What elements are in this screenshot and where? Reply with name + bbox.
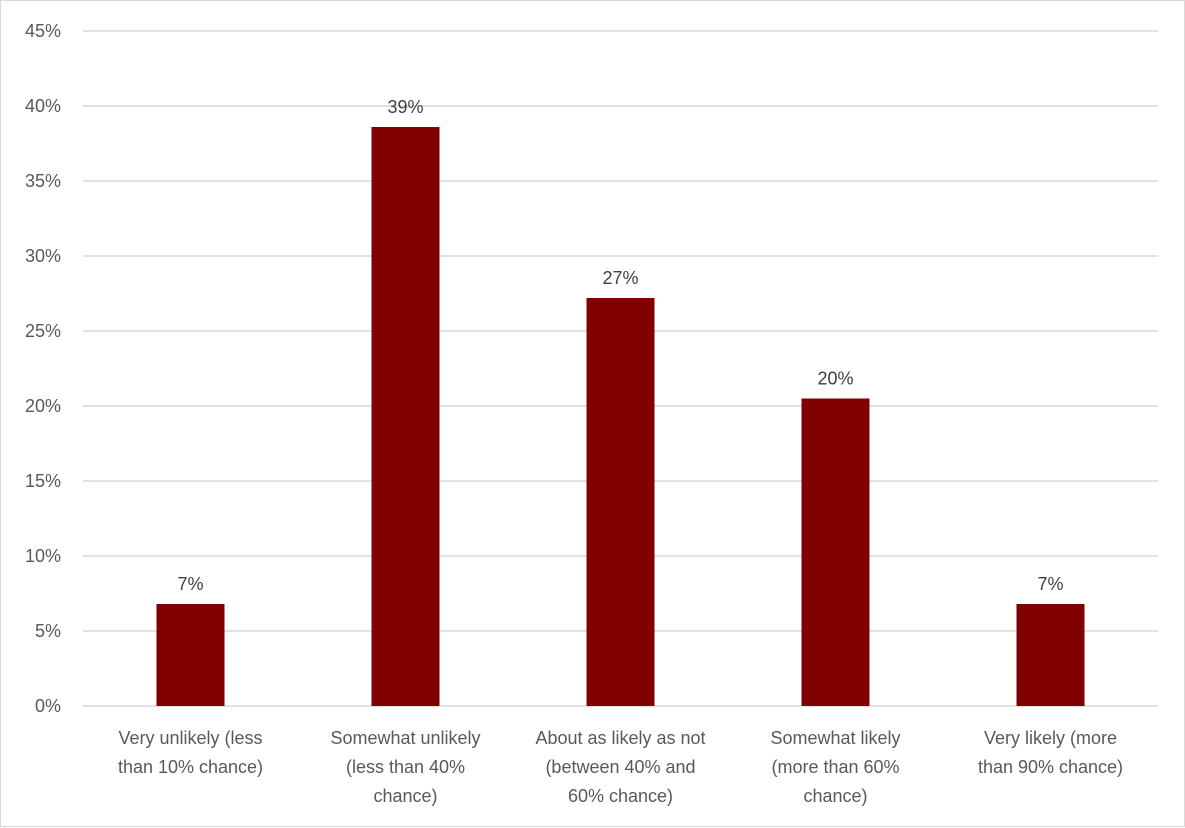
x-category-label: 60% chance) — [568, 786, 673, 806]
y-tick-label: 45% — [25, 21, 61, 41]
data-label: 20% — [817, 369, 853, 389]
y-tick-label: 0% — [35, 696, 61, 716]
y-tick-label: 5% — [35, 621, 61, 641]
x-category-label: Very likely (more — [984, 728, 1117, 748]
x-category-label: than 10% chance) — [118, 757, 263, 777]
y-tick-label: 15% — [25, 471, 61, 491]
bar — [801, 398, 870, 706]
x-category-label: chance) — [373, 786, 437, 806]
y-tick-label: 40% — [25, 96, 61, 116]
x-category-label: (more than 60% — [771, 757, 899, 777]
x-category-label: chance) — [803, 786, 867, 806]
bar — [586, 298, 655, 706]
x-category-label: (less than 40% — [346, 757, 465, 777]
data-label: 39% — [387, 97, 423, 117]
x-axis-category-labels: Very unlikely (less than 10% chance) Somew… — [118, 728, 1123, 806]
x-category-label: About as likely as not — [535, 728, 705, 748]
data-label: 27% — [602, 268, 638, 288]
x-category-label: (between 40% and — [545, 757, 695, 777]
bar — [1016, 604, 1085, 706]
x-category-label: Very unlikely (less — [118, 728, 262, 748]
y-tick-label: 25% — [25, 321, 61, 341]
bar — [371, 127, 440, 706]
x-category-label: Somewhat likely — [770, 728, 900, 748]
y-tick-label: 30% — [25, 246, 61, 266]
y-tick-label: 20% — [25, 396, 61, 416]
y-axis-tick-labels: 0% 5% 10% 15% 20% 25% 30% 35% 40% 45% — [25, 21, 61, 716]
data-label: 7% — [1037, 574, 1063, 594]
y-tick-label: 10% — [25, 546, 61, 566]
data-labels: 7% 39% 27% 20% 7% — [177, 97, 1063, 594]
x-category-label: than 90% chance) — [978, 757, 1123, 777]
bar — [156, 604, 225, 706]
data-label: 7% — [177, 574, 203, 594]
x-category-label: Somewhat unlikely — [330, 728, 480, 748]
y-tick-label: 35% — [25, 171, 61, 191]
bars — [156, 127, 1085, 706]
